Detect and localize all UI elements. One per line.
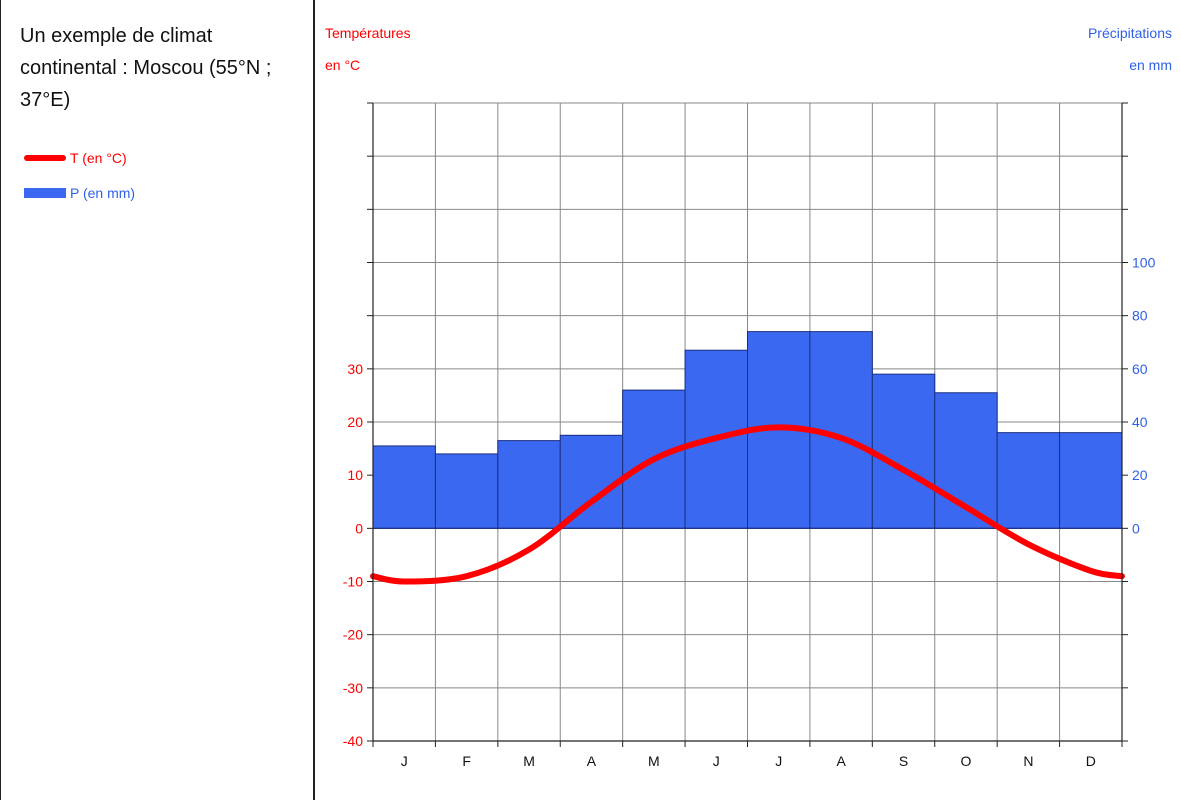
right-tick-label: 100: [1132, 255, 1156, 271]
left-tick-label: 0: [355, 520, 363, 536]
legend-temperature-label: T (en °C): [70, 150, 127, 166]
precip-bar: [434, 453, 499, 529]
left-axis-unit: en °C: [325, 57, 360, 73]
diagram-title: Un exemple de climat continental : Mosco…: [20, 25, 272, 111]
precip-bar: [559, 434, 624, 529]
month-label: F: [462, 753, 471, 769]
month-label: M: [648, 753, 660, 769]
right-tick-label: 20: [1132, 467, 1148, 483]
month-label: J: [775, 753, 782, 769]
right-tick-label: 0: [1132, 520, 1140, 536]
legend-precipitation-swatch: [24, 188, 66, 198]
legend-temperature-swatch: [24, 155, 66, 161]
left-border: [0, 0, 1, 800]
month-label: J: [713, 753, 720, 769]
month-label: S: [899, 753, 908, 769]
left-tick-label: -10: [343, 574, 363, 590]
legend-precipitation: P (en mm): [24, 185, 135, 201]
right-axis-unit: en mm: [1129, 57, 1172, 73]
month-label: A: [836, 753, 846, 769]
left-axis-title: Températures: [325, 25, 411, 41]
precip-bar: [871, 373, 936, 529]
precip-bar: [372, 445, 436, 529]
precip-bar: [1059, 432, 1123, 529]
precip-bar: [996, 432, 1061, 529]
left-tick-label: -30: [343, 680, 363, 696]
month-label: D: [1086, 753, 1096, 769]
right-tick-label: 80: [1132, 308, 1148, 324]
legend-temperature: T (en °C): [24, 150, 127, 166]
left-tick-label: 10: [347, 467, 363, 483]
temperature-line-layer: [370, 424, 1125, 585]
month-label: N: [1023, 753, 1033, 769]
precipitation-bars: [372, 331, 1123, 529]
precip-bar: [497, 440, 561, 529]
right-tick-label: 40: [1132, 414, 1148, 430]
axes: [367, 102, 1128, 747]
right-tick-label: 60: [1132, 361, 1148, 377]
month-label: O: [961, 753, 972, 769]
right-axis-title: Précipitations: [1088, 25, 1172, 41]
left-tick-label: -40: [343, 733, 363, 749]
temperature-line: [370, 424, 1125, 585]
left-tick-label: 20: [347, 414, 363, 430]
month-label: J: [401, 753, 408, 769]
left-tick-label: -20: [343, 627, 363, 643]
month-label: A: [587, 753, 597, 769]
panel-divider: [313, 0, 315, 800]
legend-precipitation-label: P (en mm): [70, 185, 136, 201]
left-tick-label: 30: [347, 361, 363, 377]
month-label: M: [523, 753, 535, 769]
